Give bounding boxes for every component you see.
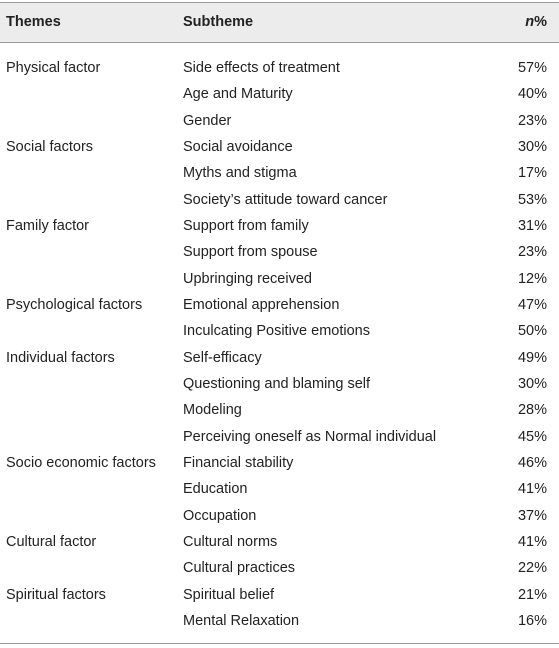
subtheme-cell: Cultural norms	[183, 533, 278, 550]
percent-cell: 37%	[517, 507, 547, 524]
subtheme-cell: Spiritual belief	[183, 586, 275, 603]
subtheme-cell: Support from family	[183, 217, 309, 234]
subtheme-cell: Self-efficacy	[183, 349, 262, 366]
percent-cell: 16%	[517, 612, 547, 629]
header-cell: Subtheme	[183, 14, 254, 30]
header-text: %	[534, 14, 547, 30]
header-cell: n%	[525, 12, 547, 32]
subtheme-cell: Myths and stigma	[183, 165, 297, 182]
subtheme-cell: Mental Relaxation	[183, 612, 300, 629]
bottom-rule	[0, 643, 559, 644]
subtheme-cell: Modeling	[183, 402, 242, 419]
theme-cell: Psychological factors	[6, 296, 143, 313]
subtheme-cell: Gender	[183, 112, 232, 129]
subtheme-cell: Society’s attitude toward cancer	[183, 191, 388, 208]
header-italic: n	[525, 14, 535, 30]
subtheme-cell: Upbringing received	[183, 270, 312, 287]
theme-cell: Family factor	[6, 217, 89, 234]
percent-cell: 23%	[517, 244, 547, 261]
percent-cell: 41%	[517, 533, 547, 550]
percent-cell: 46%	[517, 454, 547, 471]
subtheme-cell: Social avoidance	[183, 138, 293, 155]
percent-cell: 47%	[517, 296, 547, 313]
theme-cell: Cultural factor	[6, 533, 97, 550]
percent-cell: 22%	[517, 560, 547, 577]
percent-cell: 30%	[517, 375, 547, 392]
percent-cell: 49%	[517, 349, 547, 366]
subtheme-cell: Occupation	[183, 507, 257, 524]
percent-cell: 30%	[517, 138, 547, 155]
header-rule	[0, 42, 559, 43]
percent-cell: 31%	[517, 217, 547, 234]
percent-cell: 28%	[517, 402, 547, 419]
percent-cell: 40%	[517, 86, 547, 103]
percent-cell: 41%	[517, 481, 547, 498]
percent-cell: 21%	[517, 586, 547, 603]
theme-cell: Social factors	[6, 138, 94, 155]
percent-cell: 17%	[517, 165, 547, 182]
subtheme-cell: Emotional apprehension	[183, 296, 340, 313]
subtheme-cell: Cultural practices	[183, 560, 296, 577]
subtheme-cell: Inculcating Positive emotions	[183, 323, 370, 340]
header-background	[0, 2, 559, 42]
percent-cell: 50%	[517, 323, 547, 340]
percent-cell: 57%	[517, 60, 547, 76]
theme-cell: Socio economic factors	[6, 454, 156, 471]
percent-cell: 23%	[517, 112, 547, 129]
subtheme-cell: Questioning and blaming self	[183, 375, 371, 392]
top-rule	[0, 2, 559, 3]
subtheme-cell: Financial stability	[183, 454, 294, 471]
subtheme-cell: Support from spouse	[183, 244, 318, 261]
theme-cell: Individual factors	[6, 349, 115, 366]
theme-cell: Spiritual factors	[6, 586, 106, 603]
subtheme-cell: Perceiving oneself as Normal individual	[183, 428, 437, 445]
theme-cell: Physical factor	[6, 60, 101, 76]
subtheme-cell: Age and Maturity	[183, 86, 293, 103]
percent-cell: 53%	[517, 191, 547, 208]
subtheme-cell: Education	[183, 481, 248, 498]
header-cell: Themes	[6, 14, 61, 30]
percent-cell: 12%	[517, 270, 547, 287]
subtheme-cell: Side effects of treatment	[183, 60, 340, 76]
percent-cell: 45%	[517, 428, 547, 445]
